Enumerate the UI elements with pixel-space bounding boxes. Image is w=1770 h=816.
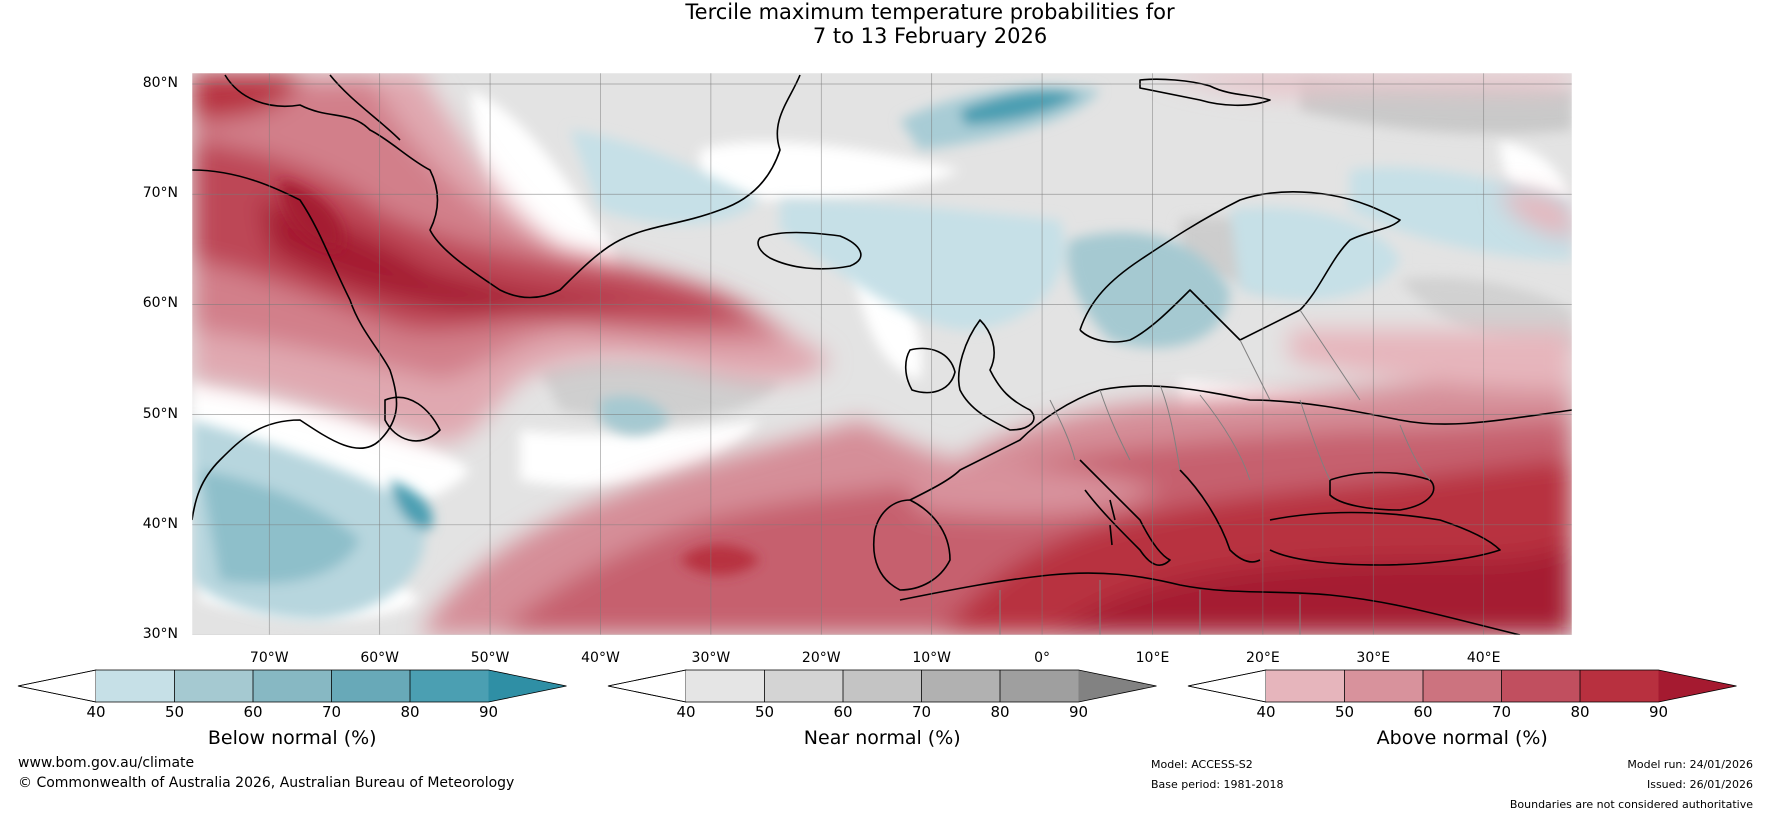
lon-label: 20°W [801, 650, 841, 666]
coastlines [192, 74, 1572, 635]
colorbar-tick-label: 60 [243, 703, 263, 721]
corsica-sardinia [1109, 499, 1116, 546]
lon-label: 10°W [912, 650, 951, 666]
north-africa-coast [899, 572, 1521, 635]
lon-label: 50°W [470, 650, 510, 666]
colorbar-tick-label: 90 [478, 703, 499, 721]
colorbar-segment [410, 670, 489, 702]
colorbar-tick-label: 90 [1068, 703, 1089, 721]
turkey-coast [1269, 511, 1501, 566]
colorbar-segment [921, 670, 1001, 702]
colorbar-extend-high [1078, 670, 1157, 702]
colorbar-tick-label: 80 [400, 703, 420, 721]
boundaries-disclaimer: Boundaries are not considered authoritat… [1509, 798, 1753, 811]
colorbar-extend-low [17, 669, 97, 703]
scandinavia-coast [1079, 190, 1401, 343]
colorbar-title: Below normal (%) [207, 727, 377, 749]
lon-label: 30°E [1356, 650, 1391, 666]
black-sea-coast [1329, 471, 1435, 511]
colorbar-extend-low [1187, 669, 1267, 703]
title-line-1: Tercile maximum temperature probabilitie… [685, 0, 1175, 24]
title-line-2: 7 to 13 February 2026 [812, 24, 1048, 48]
colorbar-tick-label: 60 [1413, 703, 1433, 721]
colorbar-segment [96, 670, 175, 702]
colorbar-segment [1266, 670, 1345, 702]
base-period: Base period: 1981-2018 [1151, 778, 1284, 791]
lat-label: 60°N [142, 295, 178, 312]
graticule [192, 73, 1572, 635]
colorbar-segment [843, 670, 922, 702]
colorbar-segment [1344, 670, 1424, 702]
colorbar-segment [174, 670, 254, 702]
lat-label: 80°N [142, 75, 178, 92]
colorbar-outline [607, 669, 1157, 703]
colorbar-segment [1423, 670, 1502, 702]
colorbar-tick-label: 40 [676, 703, 696, 721]
colorbar-title: Above normal (%) [1376, 727, 1548, 749]
lon-label: 0° [1034, 650, 1051, 666]
colorbar-title: Near normal (%) [803, 727, 961, 749]
svalbard-coast [1139, 78, 1271, 107]
lon-label: 10°E [1135, 650, 1170, 666]
greenland-coast [224, 74, 801, 299]
lon-label: 40°W [581, 650, 620, 666]
colorbar-segment [253, 670, 332, 702]
country-borders [999, 309, 1431, 635]
europe-mainland-coast [909, 385, 1572, 501]
lon-label: 30°W [691, 650, 731, 666]
colorbar-tick-label: 70 [911, 703, 932, 721]
lon-label: 70°W [249, 650, 289, 666]
colorbar-tick-label: 50 [164, 703, 185, 721]
lon-label: 60°W [360, 650, 399, 666]
colorbar-tick-label: 50 [1334, 703, 1355, 721]
colorbar-segment [1580, 670, 1659, 702]
colorbar-tick-label: 80 [990, 703, 1010, 721]
site-url: www.bom.gov.au/climate [18, 755, 195, 771]
lon-label: 40°E [1466, 650, 1501, 666]
iberia-coast [873, 499, 951, 591]
map-frame [191, 72, 1573, 636]
colorbar-tick-label: 80 [1570, 703, 1590, 721]
colorbar-tick-label: 60 [833, 703, 853, 721]
lat-label: 50°N [142, 405, 178, 422]
colorbar-extend-high [1658, 670, 1737, 702]
colorbar-tick-label: 90 [1648, 703, 1669, 721]
newfoundland-coast [384, 396, 441, 442]
colorbar-extend-low [607, 669, 687, 703]
colorbar-outline [17, 669, 567, 703]
model-name: Model: ACCESS-S2 [1151, 758, 1253, 771]
lon-label: 20°E [1246, 650, 1280, 666]
map-title: Tercile maximum temperature probabilitie… [0, 0, 1770, 48]
balkans-greece-coast [1179, 469, 1261, 563]
iceland-coast [757, 231, 862, 270]
ireland-coast [904, 347, 956, 394]
colorbar-segment [686, 670, 765, 702]
colorbar-outline [1187, 669, 1737, 703]
colorbar-segment [764, 670, 844, 702]
colorbars [17, 669, 1737, 703]
issued-date: Issued: 26/01/2026 [1646, 778, 1753, 791]
colorbar-tick-label: 40 [86, 703, 106, 721]
greenland-west [329, 74, 401, 141]
colorbar-tick-label: 70 [1491, 703, 1512, 721]
colorbar-segment [1000, 670, 1079, 702]
lat-label: 70°N [142, 185, 178, 202]
lat-label: 40°N [142, 515, 178, 532]
copyright: © Commonwealth of Australia 2026, Austra… [18, 775, 515, 791]
north-america-coast [192, 169, 398, 521]
colorbar-tick-label: 50 [754, 703, 775, 721]
colorbar-extend-high [488, 670, 567, 702]
model-run: Model run: 24/01/2026 [1627, 758, 1753, 771]
colorbar-segment [1501, 670, 1581, 702]
colorbar-segment [331, 670, 411, 702]
below-normal-areas [192, 86, 1572, 620]
colorbar-tick-label: 40 [1256, 703, 1276, 721]
map-field [192, 73, 1572, 635]
british-isles-coast [957, 319, 1035, 431]
colorbar-tick-label: 70 [321, 703, 342, 721]
italy-coast [1079, 459, 1171, 566]
lat-label: 30°N [142, 626, 178, 642]
above-normal-areas [192, 73, 830, 442]
